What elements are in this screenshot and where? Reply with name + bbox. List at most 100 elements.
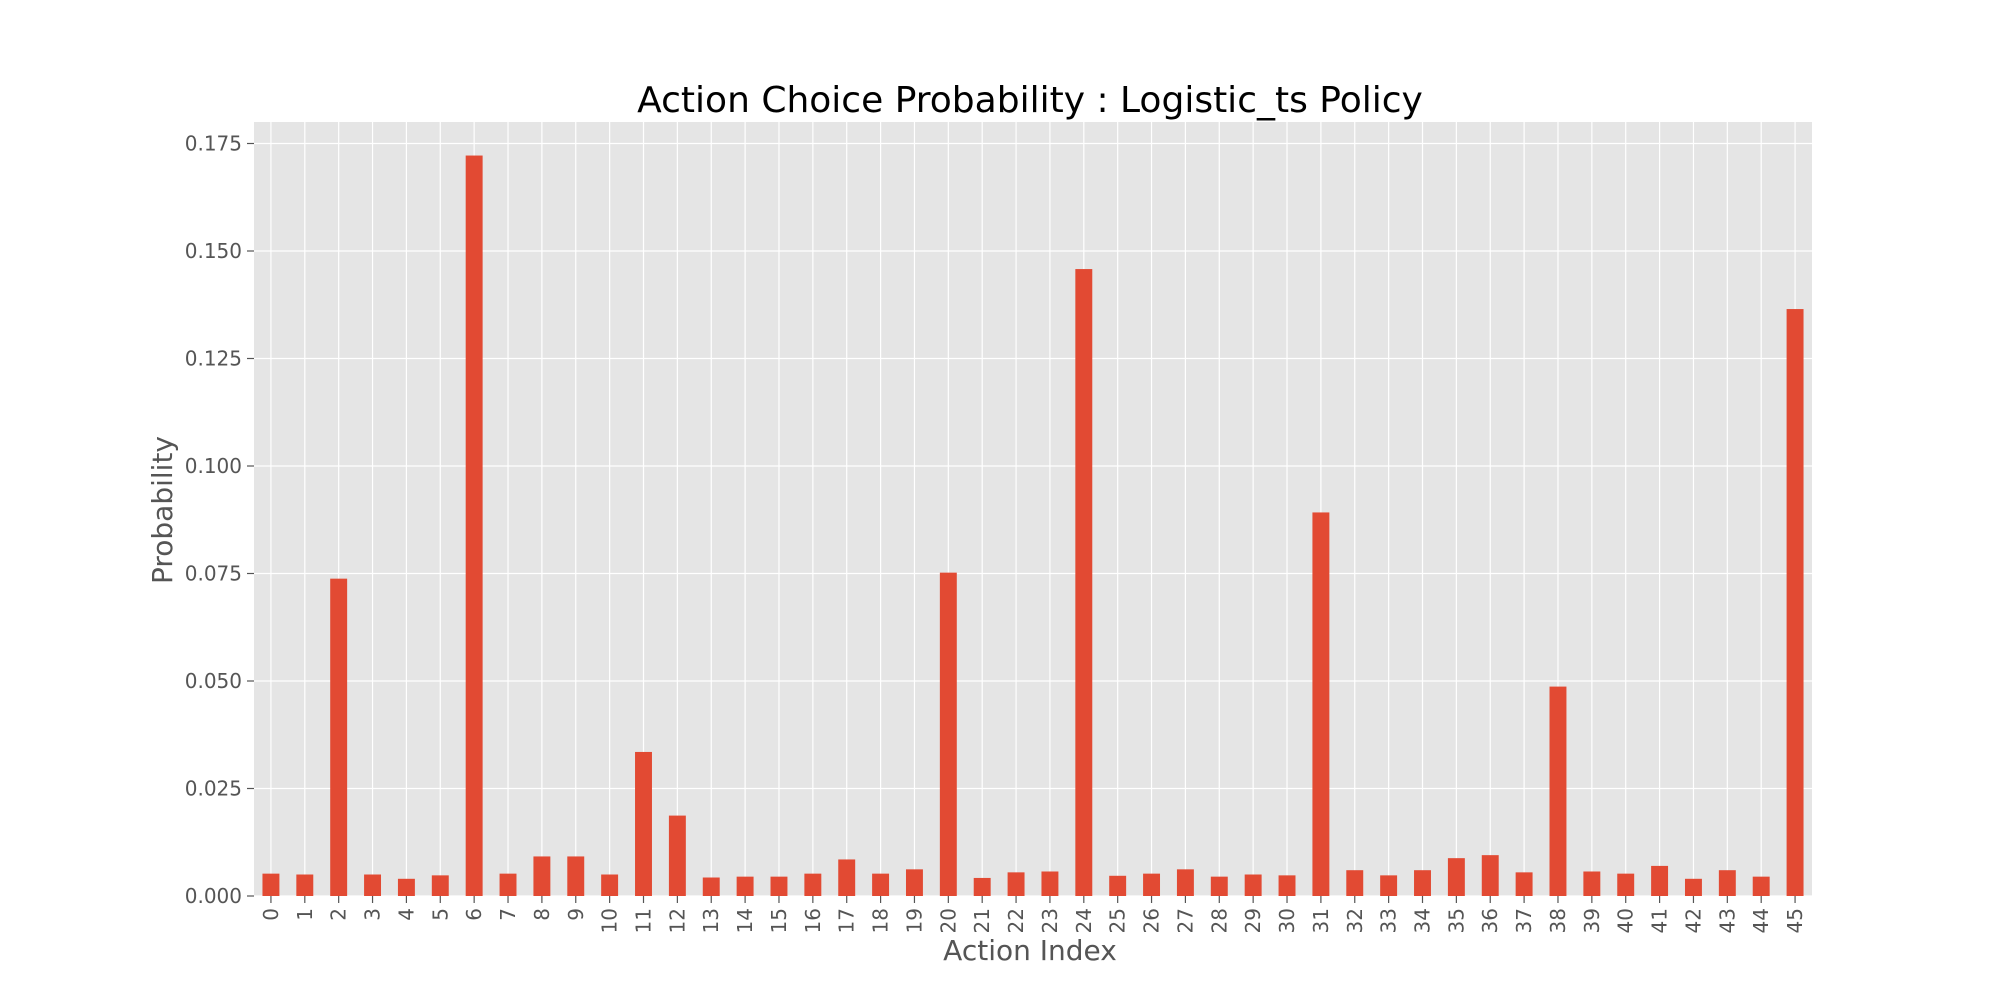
x-tick-label: 26 xyxy=(1140,908,1164,933)
x-tick-label: 42 xyxy=(1681,908,1705,933)
x-tick-label: 27 xyxy=(1173,908,1197,933)
bar-action-31 xyxy=(1312,512,1330,896)
bar-action-12 xyxy=(668,815,686,896)
bar-action-34 xyxy=(1414,870,1431,896)
chart-title: Action Choice Probability : Logistic_ts … xyxy=(637,80,1423,121)
x-tick-label: 32 xyxy=(1343,908,1367,933)
bar-action-24 xyxy=(1075,269,1093,896)
x-tick-label: 9 xyxy=(564,908,588,921)
x-tick-label: 12 xyxy=(665,908,689,933)
bar-action-6 xyxy=(465,155,483,897)
x-tick-label: 24 xyxy=(1072,908,1096,933)
x-tick-label: 0 xyxy=(259,908,283,921)
x-tick-label: 39 xyxy=(1580,908,1604,933)
x-axis-ticks: 0 1 2 3 4 5 6 7 8 9 10 11 12 13 14 15 16 17 18 19 20 21 22 23 24… xyxy=(259,896,1807,933)
bar-action-39 xyxy=(1583,871,1601,896)
bar-action-38 xyxy=(1549,686,1567,896)
x-tick-label: 25 xyxy=(1106,908,1130,933)
bar-action-10 xyxy=(601,874,619,896)
x-tick-label: 1 xyxy=(293,908,317,921)
bar-action-0 xyxy=(262,873,280,896)
bar-action-8 xyxy=(533,856,551,896)
bar-action-7 xyxy=(499,873,517,896)
bar-action-15 xyxy=(770,876,788,896)
bar-action-25 xyxy=(1109,875,1127,896)
bar-action-37 xyxy=(1515,872,1533,896)
bar-action-40 xyxy=(1617,873,1635,896)
y-tick-label: 0.125 xyxy=(185,347,242,371)
bar-action-30 xyxy=(1278,875,1296,896)
x-tick-label: 36 xyxy=(1478,908,1502,933)
bar-action-26 xyxy=(1143,873,1161,896)
y-tick-label: 0.050 xyxy=(185,669,242,693)
y-axis-ticks: 0.000 0.025 0.050 0.075 0.100 0.125 0.150 0.175 xyxy=(185,132,254,908)
x-tick-label: 28 xyxy=(1207,908,1231,933)
bar-action-20 xyxy=(939,572,957,896)
bar-action-28 xyxy=(1210,876,1228,896)
x-tick-label: 34 xyxy=(1411,908,1435,933)
x-tick-label: 30 xyxy=(1275,908,1299,933)
x-tick-label: 6 xyxy=(462,908,486,921)
bar-action-33 xyxy=(1380,875,1398,896)
bar-action-9 xyxy=(567,856,585,896)
x-tick-label: 13 xyxy=(699,908,723,933)
x-tick-label: 37 xyxy=(1512,908,1536,933)
bar-action-29 xyxy=(1244,874,1262,896)
x-tick-label: 7 xyxy=(496,908,520,921)
bar-action-23 xyxy=(1041,871,1059,896)
x-tick-label: 38 xyxy=(1546,908,1570,933)
bar-action-5 xyxy=(431,875,449,896)
bar-action-36 xyxy=(1481,855,1499,896)
x-tick-label: 45 xyxy=(1783,908,1807,933)
bar-action-3 xyxy=(364,874,382,896)
bar-action-2 xyxy=(330,578,348,896)
x-tick-label: 41 xyxy=(1648,908,1672,933)
x-tick-label: 35 xyxy=(1444,908,1468,933)
bar-action-11 xyxy=(635,751,652,896)
bar-action-22 xyxy=(1007,872,1025,896)
bar-action-42 xyxy=(1684,878,1702,896)
x-tick-label: 31 xyxy=(1309,908,1333,933)
bar-action-32 xyxy=(1346,870,1364,896)
bar-action-27 xyxy=(1176,869,1194,896)
x-tick-label: 43 xyxy=(1715,908,1739,933)
bar-action-44 xyxy=(1752,876,1770,896)
plot-background xyxy=(254,122,1812,896)
bar-action-14 xyxy=(736,876,754,896)
x-tick-label: 15 xyxy=(767,908,791,933)
bar-action-41 xyxy=(1651,865,1669,896)
bar-action-16 xyxy=(804,873,822,896)
x-tick-label: 10 xyxy=(598,908,622,933)
x-tick-label: 29 xyxy=(1241,908,1265,933)
bar-action-1 xyxy=(296,874,314,896)
x-tick-label: 17 xyxy=(835,908,859,933)
x-tick-label: 18 xyxy=(869,908,893,933)
x-tick-label: 14 xyxy=(733,908,757,933)
y-tick-label: 0.075 xyxy=(185,562,242,586)
bar-action-35 xyxy=(1447,858,1465,896)
x-tick-label: 11 xyxy=(632,908,656,933)
bar-action-13 xyxy=(702,877,720,896)
y-tick-label: 0.000 xyxy=(185,884,242,908)
bar-action-21 xyxy=(973,877,991,896)
x-tick-label: 8 xyxy=(530,908,554,921)
x-tick-label: 5 xyxy=(428,908,452,921)
bar-action-19 xyxy=(905,869,923,896)
x-axis-label: Action Index xyxy=(943,934,1117,967)
x-tick-label: 23 xyxy=(1038,908,1062,933)
x-tick-label: 4 xyxy=(394,908,418,921)
y-tick-label: 0.025 xyxy=(185,777,242,801)
x-tick-label: 22 xyxy=(1004,908,1028,933)
x-tick-label: 21 xyxy=(970,908,994,933)
y-tick-label: 0.100 xyxy=(185,454,242,478)
bar-action-4 xyxy=(397,878,415,896)
x-tick-label: 44 xyxy=(1749,908,1773,933)
x-tick-label: 3 xyxy=(361,908,385,921)
x-tick-label: 19 xyxy=(902,908,926,933)
y-tick-label: 0.175 xyxy=(185,132,242,156)
x-tick-label: 16 xyxy=(801,908,825,933)
bar-action-45 xyxy=(1786,309,1804,896)
bars xyxy=(262,155,1804,897)
x-tick-label: 2 xyxy=(327,908,351,921)
y-axis-label: Probability xyxy=(146,436,179,584)
